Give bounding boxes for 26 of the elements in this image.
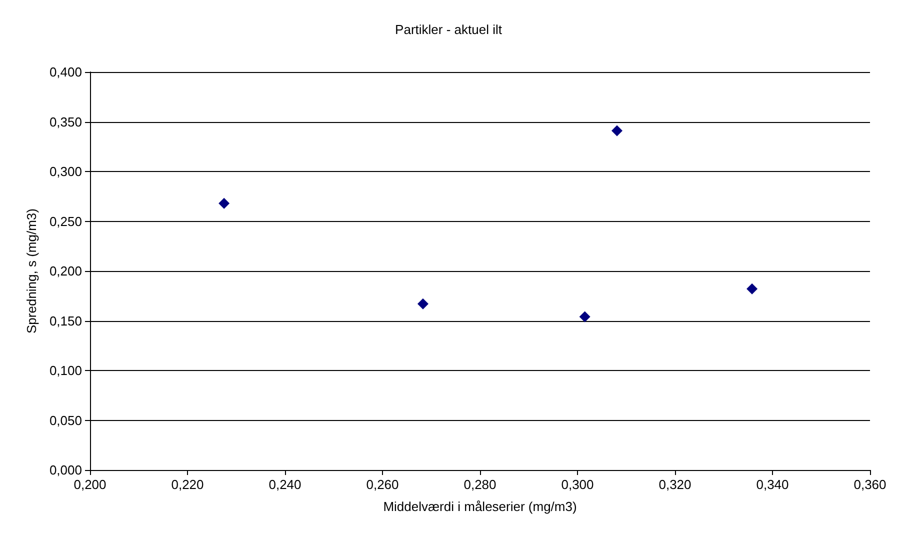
- x-tick-label: 0,300: [561, 477, 594, 492]
- y-tick-label: 0,350: [49, 114, 82, 130]
- x-tick-label: 0,200: [74, 477, 106, 492]
- x-tick-label: 0,220: [171, 477, 204, 492]
- point: [746, 283, 758, 294]
- y-axis-title: Spredning, s (mg/m3): [24, 208, 39, 334]
- x-tick-label: 0,240: [268, 477, 302, 492]
- point: [417, 298, 428, 310]
- x-tick-label: 0,260: [366, 477, 399, 492]
- y-tick-label: 0,150: [49, 313, 82, 328]
- x-tick-label: 0,340: [756, 477, 789, 492]
- x-tick-label: 0,320: [658, 477, 692, 492]
- chart-title: Partikler - aktuel ilt: [395, 22, 502, 37]
- point: [579, 311, 590, 322]
- y-tick-label: 0,000: [49, 462, 82, 478]
- y-tick-label: 0,050: [49, 412, 82, 428]
- point: [611, 125, 622, 136]
- y-tick-label: 0,300: [49, 164, 82, 179]
- y-tick-label: 0,250: [49, 214, 82, 229]
- x-axis-title: Middelværdi i måleserier (mg/m3): [383, 499, 577, 514]
- y-tick-label: 0,400: [49, 64, 82, 80]
- x-tick-label: 0,360: [854, 477, 886, 492]
- y-tick-label: 0,100: [49, 363, 82, 378]
- y-tick-label: 0,200: [49, 264, 82, 278]
- x-tick-label: 0,280: [464, 477, 496, 492]
- point: [218, 198, 230, 209]
